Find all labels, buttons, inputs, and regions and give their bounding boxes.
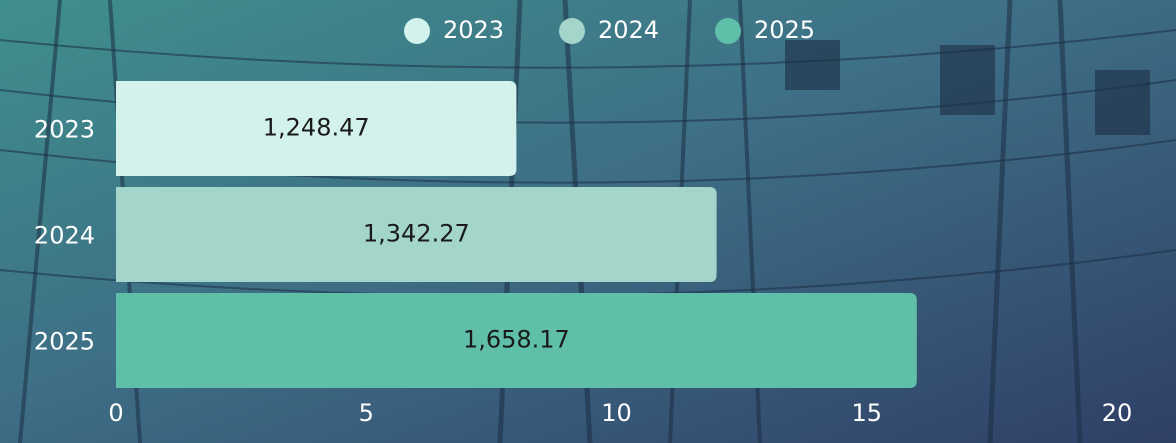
bar-text: 1,658.17 [463,326,570,354]
legend-swatch [404,18,430,44]
x-tick-label: 5 [359,399,374,427]
x-tick-label: 0 [108,399,123,427]
legend-label: 2025 [754,16,815,44]
legend-swatch [715,18,741,44]
page: 0 5 10 15 20 2023 2024 2025 1,248.47 2023 1,342.27… [0,0,1176,443]
y-tick-label: 2024 [34,222,95,250]
bar-text: 1,248.47 [263,114,370,142]
y-tick-label: 2023 [34,116,95,144]
bar-text: 1,342.27 [363,220,470,248]
chart: 0 5 10 15 20 2023 2024 2025 1,248.47 2023 1,342.27… [0,0,1176,443]
legend-swatch [559,18,585,44]
y-tick-label: 2025 [34,328,95,356]
x-tick-label: 15 [851,399,882,427]
x-tick-label: 20 [1102,399,1133,427]
legend-label: 2024 [598,16,659,44]
x-tick-label: 10 [601,399,632,427]
legend-label: 2023 [443,16,504,44]
